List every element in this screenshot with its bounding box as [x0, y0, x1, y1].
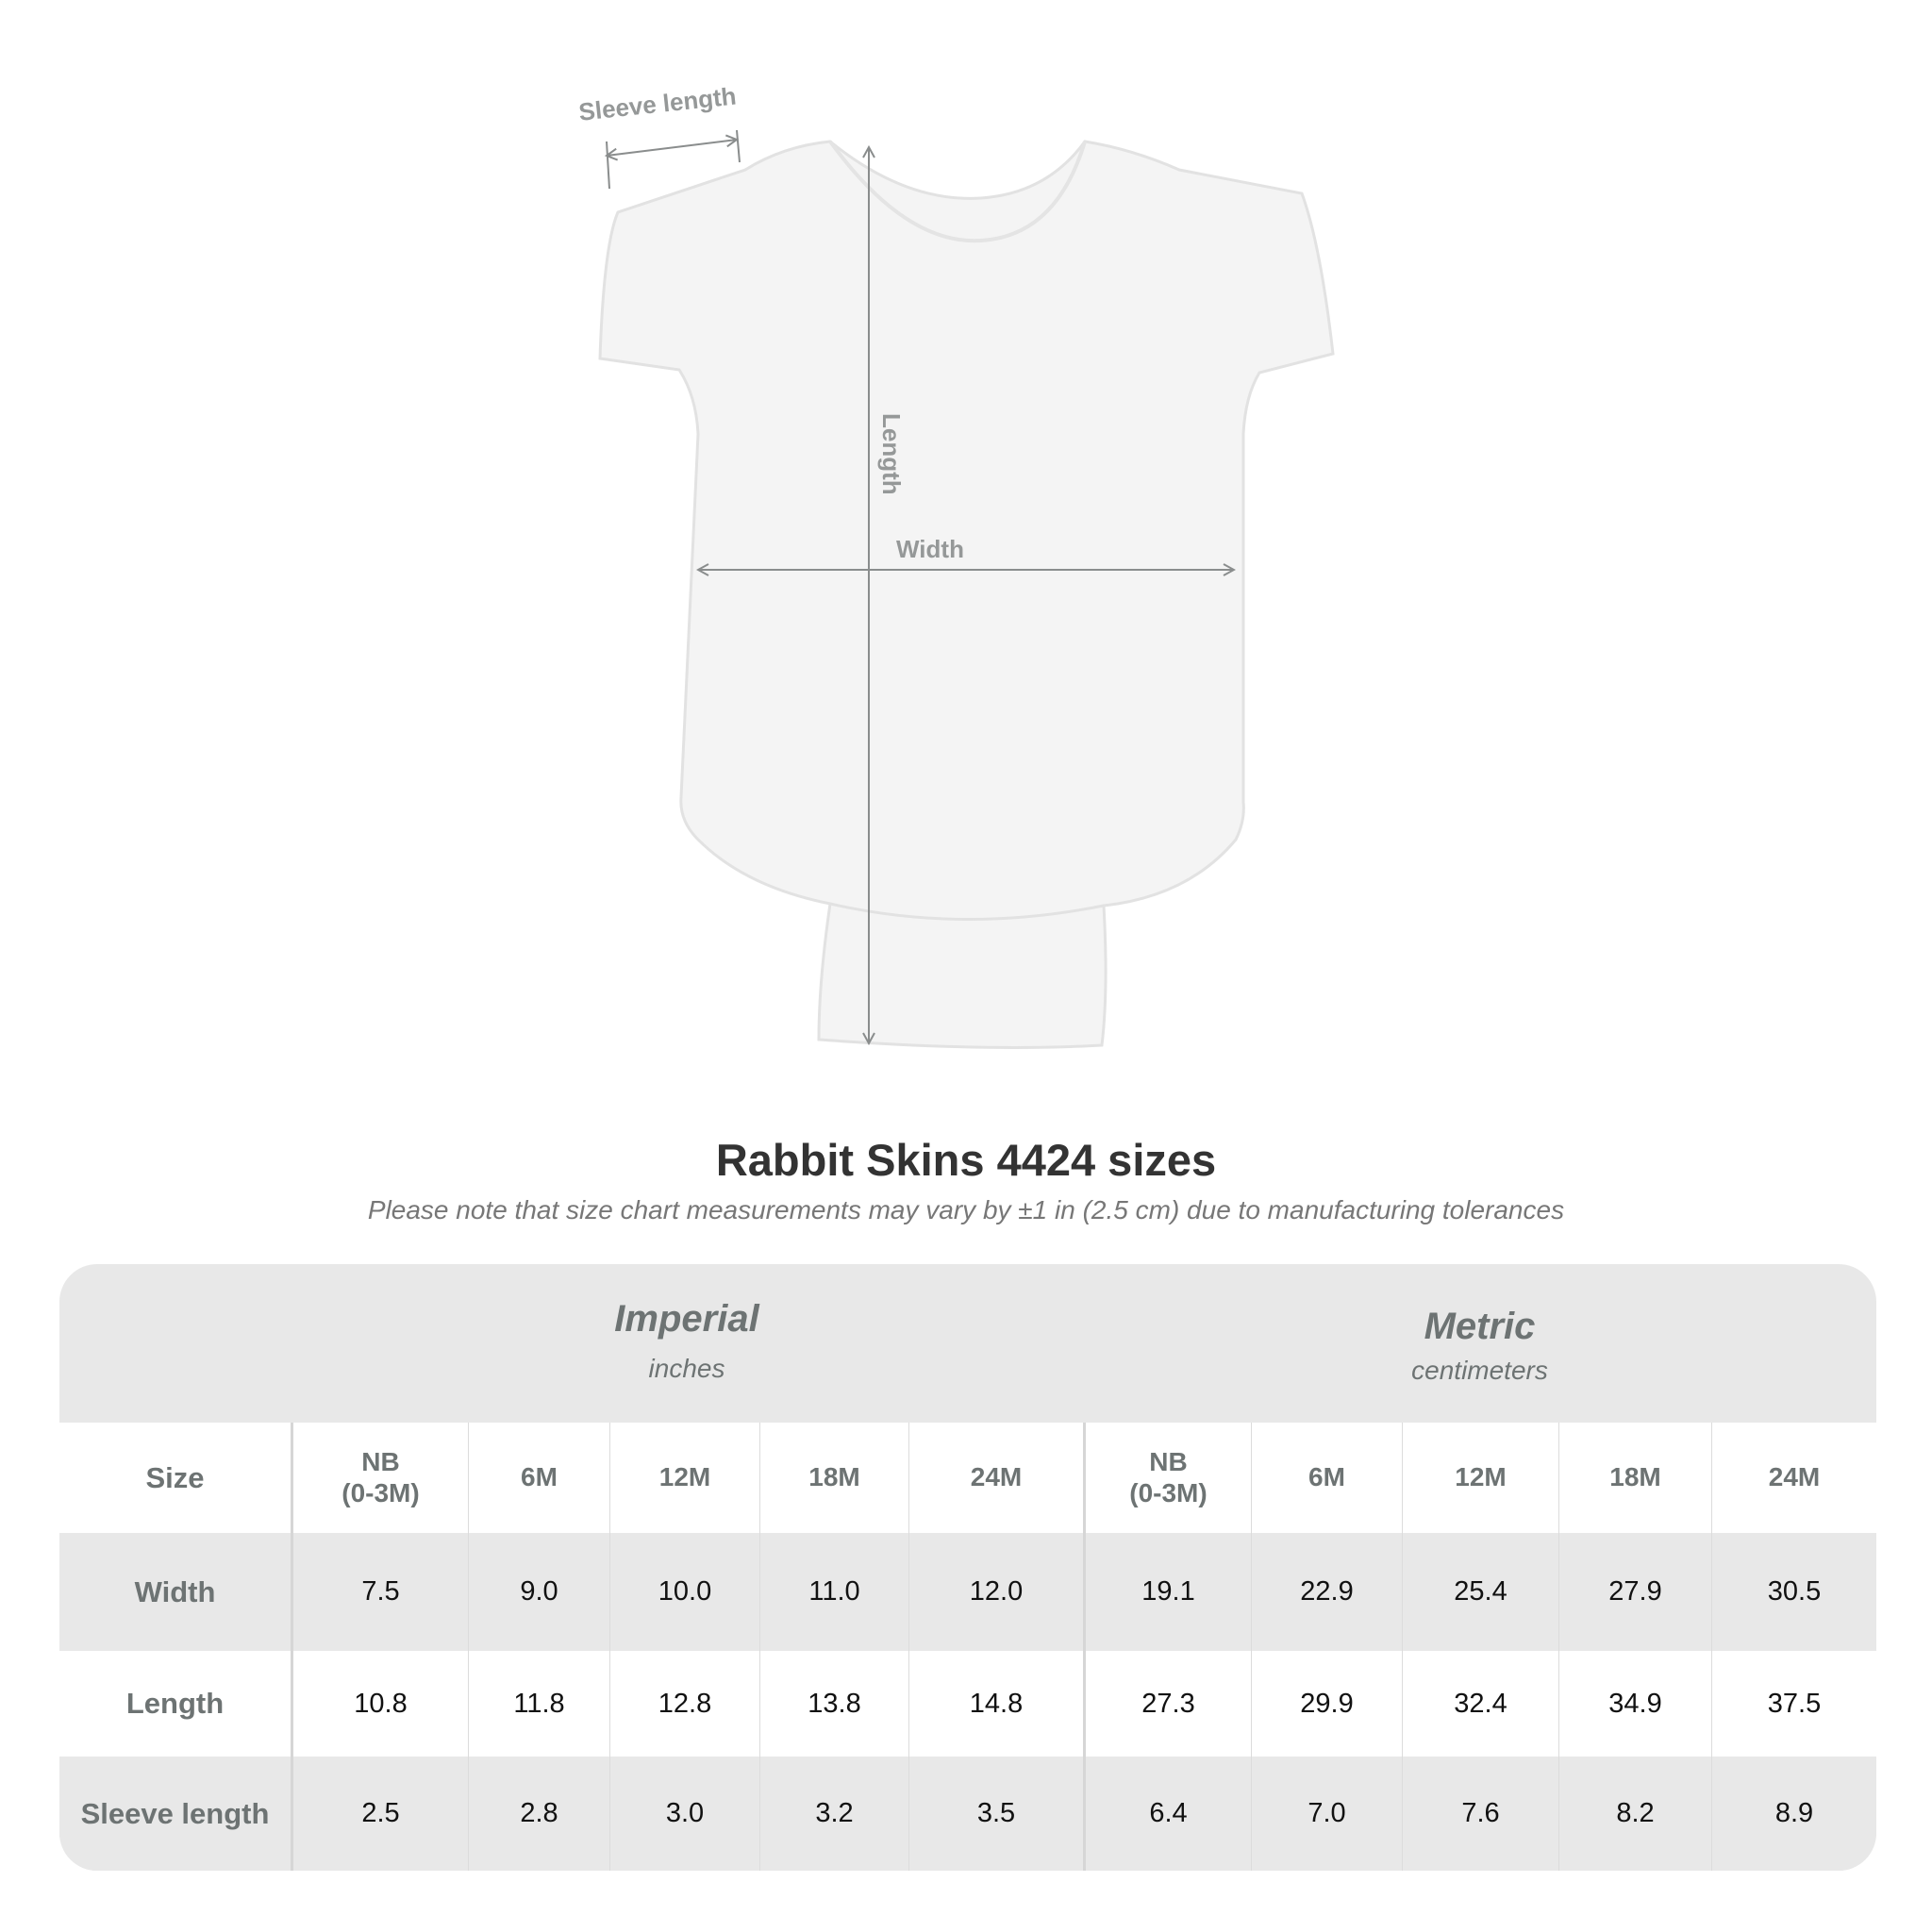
imperial-label: Imperial — [614, 1298, 759, 1340]
metric-unit: centimeters — [1411, 1356, 1548, 1385]
table-cell: 30.5 — [1711, 1533, 1876, 1651]
table-cell: 32.4 — [1402, 1651, 1558, 1757]
tolerance-note: Please note that size chart measurements… — [367, 1195, 1565, 1224]
table-cell: 29.9 — [1251, 1651, 1402, 1757]
table-cell: 3.5 — [908, 1757, 1083, 1871]
onesie-diagram — [598, 129, 1335, 1049]
table-cell: 11.8 — [468, 1651, 609, 1757]
table-cell: 8.2 — [1558, 1757, 1711, 1871]
table-cell: 3.0 — [609, 1757, 759, 1871]
row-label: Length — [125, 1687, 225, 1720]
metric-label: Metric — [1424, 1306, 1536, 1347]
table-row: Width 7.5 9.0 10.0 11.0 12.0 19.1 22.9 25.4 27.9 3… — [59, 1533, 1876, 1651]
size-column-header: 6M — [468, 1423, 609, 1533]
table-cell: 12.8 — [609, 1651, 759, 1757]
table-cell: 10.8 — [291, 1651, 468, 1757]
size-column-header: NB (0-3M) — [291, 1423, 468, 1533]
table-cell: 12.0 — [908, 1533, 1083, 1651]
size-table: Imperial inches Metric centimeters Size N… — [59, 1264, 1876, 1871]
size-column-header: 12M — [609, 1423, 759, 1533]
metric-header: Metric centimeters — [1083, 1264, 1876, 1464]
imperial-unit: inches — [648, 1354, 725, 1383]
table-cell: 25.4 — [1402, 1533, 1558, 1651]
table-cell: 7.6 — [1402, 1757, 1558, 1871]
imperial-header: Imperial inches — [291, 1264, 1083, 1457]
table-cell: 14.8 — [908, 1651, 1083, 1757]
table-cell: 27.3 — [1083, 1651, 1251, 1757]
neckline — [828, 140, 1087, 243]
table-cell: 2.8 — [468, 1757, 609, 1871]
table-cell: 7.5 — [291, 1533, 468, 1651]
size-row: Size NB (0-3M) 6M 12M 18M 24M NB (0-3M) 6M 12M 18… — [59, 1423, 1876, 1533]
sleeve-length-measure — [607, 129, 741, 190]
table-cell: 22.9 — [1251, 1533, 1402, 1651]
table-cell: 2.5 — [291, 1757, 468, 1871]
size-header: Size — [145, 1460, 205, 1494]
size-column-header: 24M — [1711, 1423, 1876, 1533]
page-title: Rabbit Skins 4424 sizes — [715, 1135, 1217, 1185]
table-cell: 6.4 — [1083, 1757, 1251, 1871]
table-cell: 34.9 — [1558, 1651, 1711, 1757]
width-label: Width — [896, 535, 964, 563]
size-column-header: NB (0-3M) — [1083, 1423, 1251, 1533]
row-label: Sleeve length — [80, 1796, 270, 1830]
table-row: Length 10.8 11.8 12.8 13.8 14.8 27.3 29.9 32.4 34… — [59, 1651, 1876, 1757]
size-column-header: 18M — [1558, 1423, 1711, 1533]
onesie-body — [598, 140, 1335, 1049]
size-column-header: 6M — [1251, 1423, 1402, 1533]
table-cell: 37.5 — [1711, 1651, 1876, 1757]
size-column-header: 24M — [908, 1423, 1083, 1533]
table-cell: 7.0 — [1251, 1757, 1402, 1871]
table-cell: 10.0 — [609, 1533, 759, 1651]
table-cell: 13.8 — [759, 1651, 908, 1757]
table-row: Sleeve length 2.5 2.8 3.0 3.2 3.5 6.4 7.0 7.6 8.2… — [59, 1757, 1876, 1871]
table-cell: 11.0 — [759, 1533, 908, 1651]
row-label: Width — [134, 1574, 216, 1608]
size-column-header: 18M — [759, 1423, 908, 1533]
table-cell: 19.1 — [1083, 1533, 1251, 1651]
table-cell: 27.9 — [1558, 1533, 1711, 1651]
size-column-header: 12M — [1402, 1423, 1558, 1533]
table-cell: 8.9 — [1711, 1757, 1876, 1871]
table-cell: 3.2 — [759, 1757, 908, 1871]
length-label: Length — [877, 413, 906, 495]
table-cell: 9.0 — [468, 1533, 609, 1651]
